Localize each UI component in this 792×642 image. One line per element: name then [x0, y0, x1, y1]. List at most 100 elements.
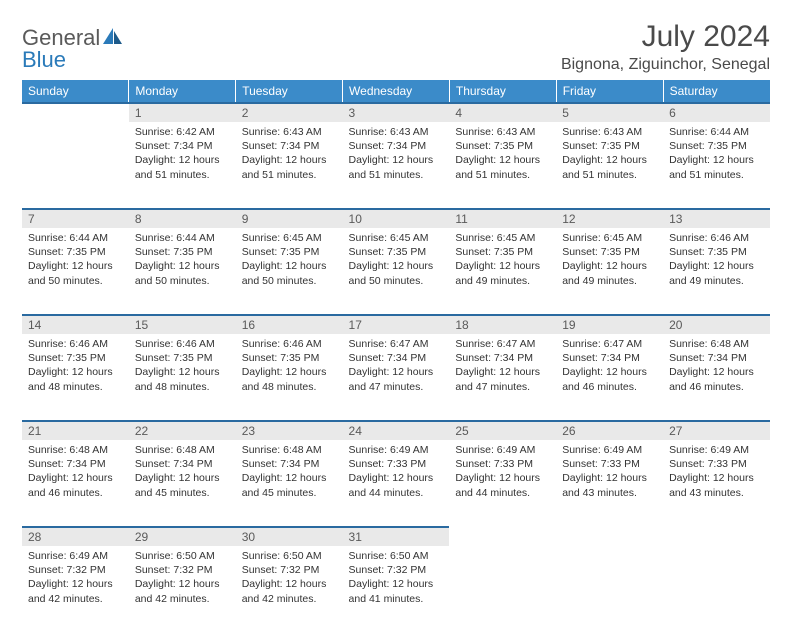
day-details: Sunrise: 6:48 AMSunset: 7:34 PMDaylight:…	[663, 334, 770, 400]
brand-logo: GeneralBlue	[22, 20, 123, 72]
calendar-table: SundayMondayTuesdayWednesdayThursdayFrid…	[22, 80, 770, 632]
day-details: Sunrise: 6:44 AMSunset: 7:35 PMDaylight:…	[22, 228, 129, 294]
calendar-page: GeneralBlue July 2024 Bignona, Ziguincho…	[0, 0, 792, 642]
day-cell: Sunrise: 6:43 AMSunset: 7:35 PMDaylight:…	[449, 122, 556, 208]
day-details: Sunrise: 6:45 AMSunset: 7:35 PMDaylight:…	[343, 228, 450, 294]
week-daynum-row: 123456	[22, 102, 770, 122]
day-number: 15	[129, 314, 236, 334]
day-number: 24	[343, 420, 450, 440]
day-cell	[663, 546, 770, 632]
day-cell: Sunrise: 6:48 AMSunset: 7:34 PMDaylight:…	[236, 440, 343, 526]
day-cell: Sunrise: 6:42 AMSunset: 7:34 PMDaylight:…	[129, 122, 236, 208]
week-content-row: Sunrise: 6:42 AMSunset: 7:34 PMDaylight:…	[22, 122, 770, 208]
weekday-header: Wednesday	[343, 80, 450, 102]
day-number: 31	[343, 526, 450, 546]
day-cell: Sunrise: 6:48 AMSunset: 7:34 PMDaylight:…	[663, 334, 770, 420]
day-cell: Sunrise: 6:47 AMSunset: 7:34 PMDaylight:…	[343, 334, 450, 420]
day-details: Sunrise: 6:47 AMSunset: 7:34 PMDaylight:…	[449, 334, 556, 400]
day-number: 10	[343, 208, 450, 228]
week-content-row: Sunrise: 6:48 AMSunset: 7:34 PMDaylight:…	[22, 440, 770, 526]
weekday-header: Sunday	[22, 80, 129, 102]
day-details: Sunrise: 6:43 AMSunset: 7:34 PMDaylight:…	[236, 122, 343, 188]
weekday-header-row: SundayMondayTuesdayWednesdayThursdayFrid…	[22, 80, 770, 102]
day-details: Sunrise: 6:49 AMSunset: 7:33 PMDaylight:…	[449, 440, 556, 506]
day-details: Sunrise: 6:46 AMSunset: 7:35 PMDaylight:…	[22, 334, 129, 400]
day-number: 5	[556, 102, 663, 122]
day-cell: Sunrise: 6:45 AMSunset: 7:35 PMDaylight:…	[343, 228, 450, 314]
month-title: July 2024	[561, 20, 770, 54]
day-cell: Sunrise: 6:48 AMSunset: 7:34 PMDaylight:…	[129, 440, 236, 526]
week-daynum-row: 14151617181920	[22, 314, 770, 334]
day-cell: Sunrise: 6:46 AMSunset: 7:35 PMDaylight:…	[236, 334, 343, 420]
day-cell: Sunrise: 6:46 AMSunset: 7:35 PMDaylight:…	[129, 334, 236, 420]
day-details: Sunrise: 6:46 AMSunset: 7:35 PMDaylight:…	[663, 228, 770, 294]
day-cell: Sunrise: 6:43 AMSunset: 7:34 PMDaylight:…	[343, 122, 450, 208]
day-cell	[449, 546, 556, 632]
day-number: 26	[556, 420, 663, 440]
day-cell: Sunrise: 6:43 AMSunset: 7:34 PMDaylight:…	[236, 122, 343, 208]
weekday-header: Thursday	[449, 80, 556, 102]
day-cell: Sunrise: 6:45 AMSunset: 7:35 PMDaylight:…	[556, 228, 663, 314]
logo-word2: Blue	[22, 47, 66, 72]
day-details: Sunrise: 6:49 AMSunset: 7:32 PMDaylight:…	[22, 546, 129, 612]
week-content-row: Sunrise: 6:46 AMSunset: 7:35 PMDaylight:…	[22, 334, 770, 420]
day-cell: Sunrise: 6:50 AMSunset: 7:32 PMDaylight:…	[236, 546, 343, 632]
weekday-header: Saturday	[663, 80, 770, 102]
day-number: 23	[236, 420, 343, 440]
day-cell: Sunrise: 6:44 AMSunset: 7:35 PMDaylight:…	[129, 228, 236, 314]
day-cell: Sunrise: 6:50 AMSunset: 7:32 PMDaylight:…	[129, 546, 236, 632]
day-number: 12	[556, 208, 663, 228]
day-number: 27	[663, 420, 770, 440]
day-cell: Sunrise: 6:44 AMSunset: 7:35 PMDaylight:…	[663, 122, 770, 208]
day-details: Sunrise: 6:43 AMSunset: 7:35 PMDaylight:…	[449, 122, 556, 188]
day-details: Sunrise: 6:50 AMSunset: 7:32 PMDaylight:…	[236, 546, 343, 612]
day-cell: Sunrise: 6:45 AMSunset: 7:35 PMDaylight:…	[236, 228, 343, 314]
sail-icon	[103, 28, 123, 50]
day-number: 17	[343, 314, 450, 334]
day-cell: Sunrise: 6:46 AMSunset: 7:35 PMDaylight:…	[22, 334, 129, 420]
weekday-header: Monday	[129, 80, 236, 102]
day-number: 9	[236, 208, 343, 228]
day-number: 4	[449, 102, 556, 122]
day-cell: Sunrise: 6:46 AMSunset: 7:35 PMDaylight:…	[663, 228, 770, 314]
day-details: Sunrise: 6:48 AMSunset: 7:34 PMDaylight:…	[129, 440, 236, 506]
day-cell: Sunrise: 6:49 AMSunset: 7:33 PMDaylight:…	[556, 440, 663, 526]
day-number: 8	[129, 208, 236, 228]
day-number: 14	[22, 314, 129, 334]
day-cell: Sunrise: 6:49 AMSunset: 7:32 PMDaylight:…	[22, 546, 129, 632]
day-number-empty	[22, 102, 129, 122]
day-cell: Sunrise: 6:43 AMSunset: 7:35 PMDaylight:…	[556, 122, 663, 208]
day-details: Sunrise: 6:49 AMSunset: 7:33 PMDaylight:…	[556, 440, 663, 506]
day-details: Sunrise: 6:45 AMSunset: 7:35 PMDaylight:…	[449, 228, 556, 294]
day-cell: Sunrise: 6:44 AMSunset: 7:35 PMDaylight:…	[22, 228, 129, 314]
week-daynum-row: 28293031	[22, 526, 770, 546]
week-content-row: Sunrise: 6:44 AMSunset: 7:35 PMDaylight:…	[22, 228, 770, 314]
day-number: 22	[129, 420, 236, 440]
day-cell: Sunrise: 6:49 AMSunset: 7:33 PMDaylight:…	[343, 440, 450, 526]
day-number: 2	[236, 102, 343, 122]
day-details: Sunrise: 6:47 AMSunset: 7:34 PMDaylight:…	[343, 334, 450, 400]
day-number: 1	[129, 102, 236, 122]
day-number: 11	[449, 208, 556, 228]
page-header: GeneralBlue July 2024 Bignona, Ziguincho…	[22, 20, 770, 74]
day-cell: Sunrise: 6:49 AMSunset: 7:33 PMDaylight:…	[663, 440, 770, 526]
day-cell	[556, 546, 663, 632]
location-text: Bignona, Ziguinchor, Senegal	[561, 56, 770, 74]
day-number: 30	[236, 526, 343, 546]
day-number: 18	[449, 314, 556, 334]
day-number: 7	[22, 208, 129, 228]
day-details: Sunrise: 6:42 AMSunset: 7:34 PMDaylight:…	[129, 122, 236, 188]
day-number: 20	[663, 314, 770, 334]
day-details: Sunrise: 6:50 AMSunset: 7:32 PMDaylight:…	[129, 546, 236, 612]
day-details: Sunrise: 6:44 AMSunset: 7:35 PMDaylight:…	[663, 122, 770, 188]
calendar-body: 123456Sunrise: 6:42 AMSunset: 7:34 PMDay…	[22, 102, 770, 632]
day-details: Sunrise: 6:45 AMSunset: 7:35 PMDaylight:…	[556, 228, 663, 294]
week-daynum-row: 78910111213	[22, 208, 770, 228]
day-details: Sunrise: 6:50 AMSunset: 7:32 PMDaylight:…	[343, 546, 450, 612]
day-number: 21	[22, 420, 129, 440]
day-number: 28	[22, 526, 129, 546]
title-block: July 2024 Bignona, Ziguinchor, Senegal	[561, 20, 770, 74]
day-number: 16	[236, 314, 343, 334]
day-details: Sunrise: 6:49 AMSunset: 7:33 PMDaylight:…	[663, 440, 770, 506]
day-details: Sunrise: 6:43 AMSunset: 7:34 PMDaylight:…	[343, 122, 450, 188]
